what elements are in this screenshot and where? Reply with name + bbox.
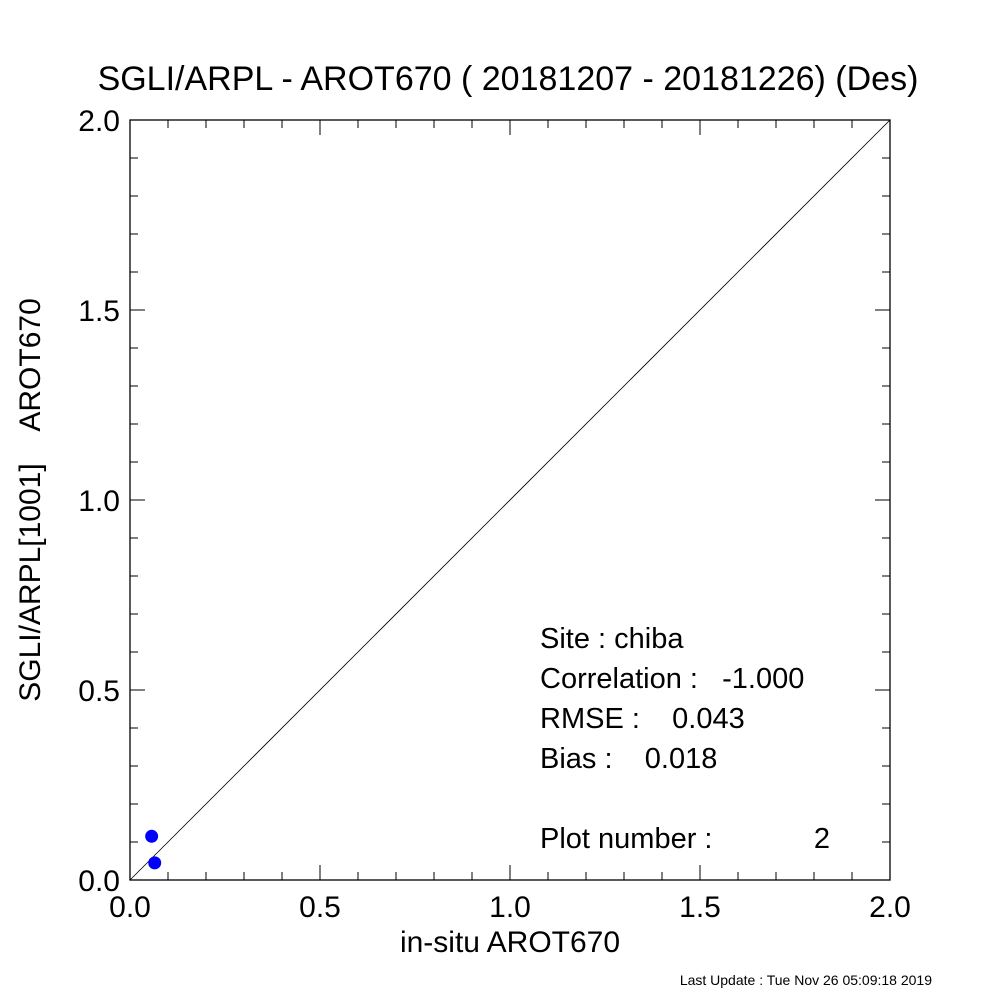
- x-tick-label: 0.5: [299, 891, 341, 924]
- stat-bias: Bias : 0.018: [540, 743, 717, 775]
- x-tick-label: 2.0: [869, 891, 911, 924]
- plot-area: 0.0 0.5 1.0 1.5 2.0 0.0 0.5 1.0 1.5 2.0: [78, 105, 911, 924]
- y-tick-label: 1.0: [78, 485, 120, 518]
- one-to-one-line: [129, 119, 891, 881]
- y-tick-label: 0.0: [78, 865, 120, 898]
- y-tick-label: 1.5: [78, 295, 120, 328]
- data-point: [148, 856, 162, 870]
- x-tick-label: 0.0: [109, 891, 151, 924]
- last-update-footer: Last Update : Tue Nov 26 05:09:18 2019: [680, 972, 932, 988]
- x-tick-label: 1.0: [489, 891, 531, 924]
- y-tick-label: 2.0: [78, 105, 120, 138]
- stat-plot-number-label: Plot number :: [540, 823, 712, 855]
- stat-rmse: RMSE : 0.043: [540, 703, 745, 735]
- stat-site: Site : chiba: [540, 623, 684, 655]
- stat-correlation: Correlation : -1.000: [540, 663, 804, 695]
- y-axis-label: SGLI/ARPL[1001] AROT670: [14, 298, 47, 702]
- stats-box: Site : chiba Correlation : -1.000 RMSE :…: [540, 623, 830, 855]
- stat-plot-number-value: 2: [814, 823, 830, 855]
- x-axis-label: in-situ AROT670: [400, 926, 620, 959]
- data-point: [145, 829, 159, 843]
- chart-title: SGLI/ARPL - AROT670 ( 20181207 - 2018122…: [98, 60, 919, 98]
- y-tick-label: 0.5: [78, 675, 120, 708]
- x-tick-label: 1.5: [679, 891, 721, 924]
